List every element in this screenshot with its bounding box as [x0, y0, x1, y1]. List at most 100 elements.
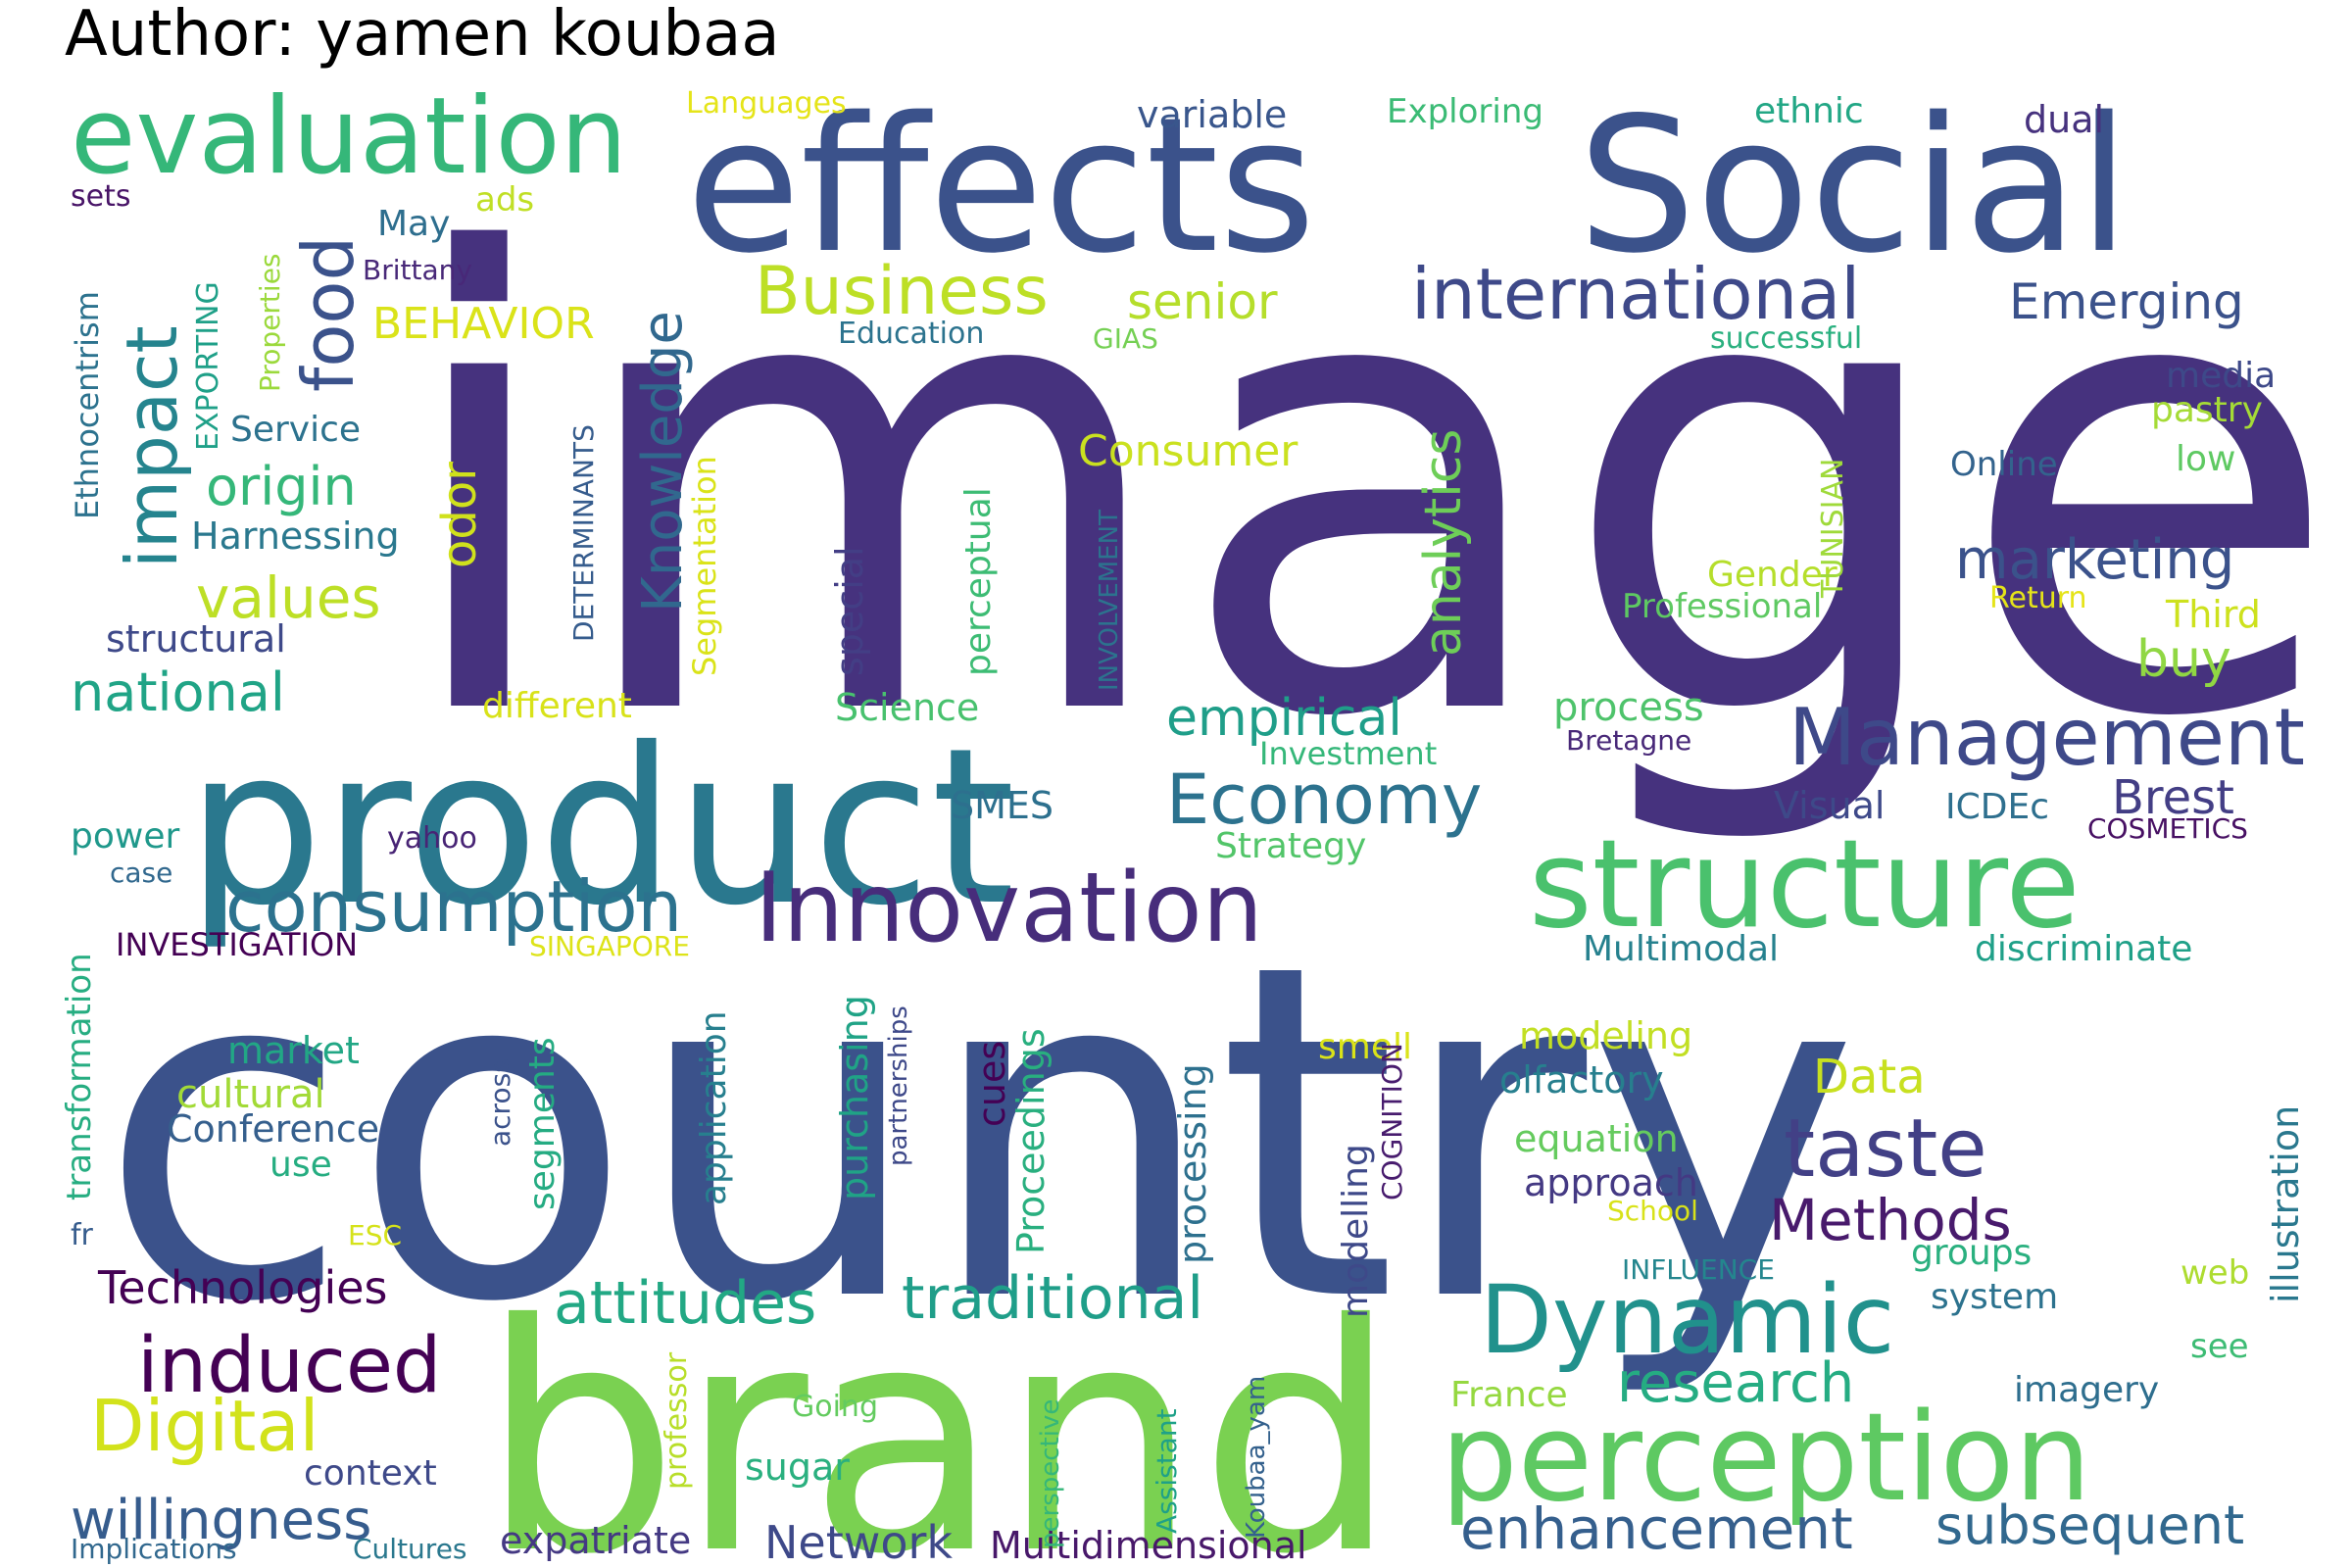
word-exploring: Exploring	[1387, 92, 1544, 131]
word-determinants: DETERMINANTS	[567, 424, 600, 642]
word-national: national	[71, 662, 285, 723]
word-segmentation: Segmentation	[686, 456, 723, 676]
word-country: country	[98, 866, 1859, 1402]
word-structure: structure	[1529, 814, 2081, 956]
word-business: Business	[755, 253, 1049, 330]
word-fr: fr	[71, 1218, 94, 1252]
word-economy: Economy	[1166, 760, 1482, 840]
word-cosmetics: COSMETICS	[2087, 812, 2248, 845]
word-assistant: Assistant	[1151, 1408, 1183, 1534]
word-segments: segments	[522, 1037, 563, 1210]
word-school: School	[1607, 1195, 1698, 1227]
word-application: application	[694, 1010, 734, 1205]
word-smell: smell	[1318, 1027, 1412, 1067]
word-power: power	[71, 816, 179, 857]
word-innovation: Innovation	[755, 853, 1263, 964]
word-proceedings: Proceedings	[1009, 1028, 1053, 1254]
word-investigation: INVESTIGATION	[116, 926, 358, 963]
word-social: Social	[1578, 77, 2130, 294]
word-brest: Brest	[2112, 770, 2234, 825]
word-data: Data	[1813, 1050, 1926, 1104]
word-induced: induced	[137, 1322, 441, 1410]
word-dynamic: Dynamic	[1480, 1265, 1894, 1375]
word-image: image	[392, 124, 2342, 854]
word-science: Science	[835, 686, 979, 729]
word-esc: ESC	[348, 1219, 402, 1251]
word-technologies: Technologies	[97, 1261, 388, 1314]
word-modeling: modeling	[1519, 1014, 1692, 1057]
word-digital: Digital	[90, 1385, 319, 1467]
word-senior: senior	[1127, 273, 1278, 330]
word-gender: Gender	[1707, 555, 1838, 595]
word-equation: equation	[1514, 1117, 1679, 1160]
word-smes: SMES	[951, 784, 1054, 827]
word-involvement: INVOLVEMENT	[1095, 510, 1124, 691]
word-dual: dual	[2024, 98, 2104, 141]
word-management: Management	[1788, 692, 2305, 783]
word-illustration: illustration	[2264, 1105, 2307, 1303]
word-tunisian: TUNISIAN	[1816, 459, 1850, 599]
word-languages: Languages	[686, 86, 847, 121]
word-investment: Investment	[1259, 735, 1437, 772]
word-harnessing: Harnessing	[191, 514, 400, 558]
word-evaluation: evaluation	[71, 75, 627, 198]
word-going: Going	[792, 1390, 878, 1424]
word-gias: GIAS	[1093, 322, 1158, 355]
word-web: web	[2180, 1253, 2249, 1293]
chart-title: Author: yamen koubaa	[65, 0, 780, 71]
word-traditional: traditional	[902, 1264, 1203, 1333]
word-cognition: COGNITION	[1376, 1043, 1408, 1200]
word-discriminate: discriminate	[1975, 929, 2192, 969]
word-purchasing: purchasing	[833, 995, 876, 1200]
word-strategy: Strategy	[1215, 826, 1366, 866]
word-attitudes: attitudes	[554, 1269, 816, 1338]
word-use: use	[270, 1145, 332, 1185]
word-service: Service	[230, 410, 361, 450]
word-analytics: analytics	[1414, 429, 1473, 657]
word-context: context	[304, 1453, 437, 1494]
word-partnerships: partnerships	[884, 1005, 913, 1166]
word-structural: structural	[106, 617, 286, 661]
word-subsequent: subsequent	[1936, 1494, 2244, 1556]
word-properties: Properties	[254, 253, 286, 392]
word-process: process	[1553, 685, 1704, 730]
word-knowledge: Knowledge	[631, 311, 695, 612]
word-imagery: imagery	[2014, 1370, 2159, 1410]
word-media: media	[2166, 356, 2276, 396]
word-exporting: EXPORTING	[191, 281, 225, 451]
word-successful: successful	[1710, 321, 1862, 356]
word-processing: processing	[1171, 1063, 1214, 1264]
word-ads: ads	[475, 180, 534, 220]
word-ethnic: ethnic	[1754, 91, 1864, 131]
word-consumer: Consumer	[1078, 426, 1298, 476]
word-singapore: SINGAPORE	[529, 930, 690, 962]
word-may: May	[377, 204, 450, 244]
word-effects: effects	[686, 77, 1316, 294]
word-cultures: Cultures	[353, 1533, 467, 1565]
word-sets: sets	[71, 179, 130, 214]
word-multimodal: Multimodal	[1583, 929, 1779, 969]
word-origin: origin	[206, 456, 357, 517]
word-return: Return	[1989, 581, 2087, 615]
word-market: market	[227, 1029, 360, 1072]
word-france: France	[1450, 1375, 1568, 1415]
word-perspective: perspective	[1036, 1399, 1065, 1548]
word-emerging: Emerging	[2009, 273, 2244, 330]
word-pastry: pastry	[2151, 390, 2263, 430]
word-ethnocentrism: Ethnocentrism	[69, 291, 106, 519]
word-special: special	[828, 546, 871, 676]
word-bretagne: Bretagne	[1566, 724, 1691, 757]
word-perception: perception	[1441, 1388, 2091, 1529]
word-icdec: ICDEc	[1945, 787, 2049, 827]
word-online: Online	[1950, 445, 2058, 484]
word-values: values	[196, 564, 381, 631]
word-methods: Methods	[1769, 1187, 2012, 1253]
word-brand: brand	[480, 1258, 1398, 1568]
word-international: international	[1411, 253, 1860, 335]
word-taste: taste	[1784, 1102, 1987, 1196]
word-sugar: sugar	[745, 1446, 850, 1489]
word-enhancement: enhancement	[1460, 1495, 1853, 1562]
word-marketing: marketing	[1955, 528, 2234, 592]
word-multidimensional: Multidimensional	[990, 1524, 1307, 1567]
